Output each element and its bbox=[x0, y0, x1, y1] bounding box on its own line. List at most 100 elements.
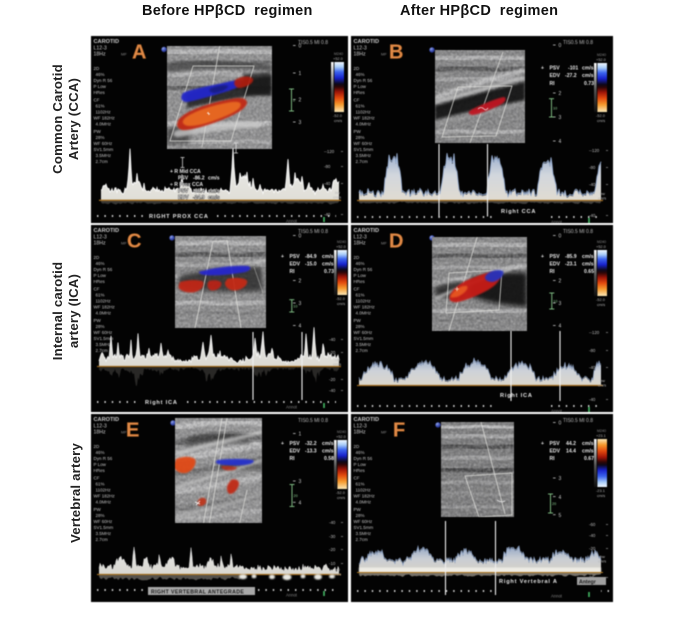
svg-text:-80: -80 bbox=[589, 348, 596, 353]
svg-text:3.5MHz: 3.5MHz bbox=[96, 342, 112, 347]
svg-text:4.0MHz: 4.0MHz bbox=[96, 311, 112, 316]
svg-text:-40: -40 bbox=[324, 181, 331, 186]
svg-text:20: 20 bbox=[294, 494, 298, 498]
svg-text:PSV: PSV bbox=[178, 189, 189, 195]
svg-text:MF: MF bbox=[121, 241, 127, 246]
svg-text:2D: 2D bbox=[94, 66, 101, 71]
svg-text:3: 3 bbox=[299, 301, 302, 307]
svg-text:WF 60Hz: WF 60Hz bbox=[354, 330, 374, 335]
svg-text:4.0MHz: 4.0MHz bbox=[356, 500, 372, 505]
svg-text:RI: RI bbox=[550, 269, 556, 275]
svg-text:28%: 28% bbox=[356, 135, 365, 140]
svg-text:WF 182Hz: WF 182Hz bbox=[94, 116, 116, 121]
svg-text:2: 2 bbox=[559, 279, 562, 285]
svg-text:+: + bbox=[541, 254, 544, 260]
svg-text:TIS0.5 MI 0.8: TIS0.5 MI 0.8 bbox=[563, 40, 593, 46]
svg-text:L12-3: L12-3 bbox=[94, 424, 107, 430]
svg-text:-52.0: -52.0 bbox=[596, 297, 606, 302]
svg-text:D: D bbox=[389, 231, 403, 253]
svg-text:RI: RI bbox=[290, 269, 296, 275]
svg-text:cm/s: cm/s bbox=[322, 262, 334, 268]
svg-text:cm/s: cm/s bbox=[333, 195, 341, 200]
svg-text:HRes: HRes bbox=[354, 468, 366, 473]
svg-text:M240: M240 bbox=[334, 52, 343, 56]
svg-text:WF 60Hz: WF 60Hz bbox=[94, 141, 114, 146]
svg-text:--120: --120 bbox=[589, 148, 600, 153]
svg-text:bw: bw bbox=[335, 567, 340, 572]
svg-text:EDV: EDV bbox=[290, 449, 301, 455]
svg-text:Annot: Annot bbox=[551, 220, 563, 224]
svg-text:PW: PW bbox=[94, 318, 102, 323]
svg-text:2.7cm: 2.7cm bbox=[356, 159, 369, 164]
svg-text:18Hz: 18Hz bbox=[354, 430, 367, 436]
svg-text:L12-3: L12-3 bbox=[94, 46, 107, 52]
svg-text:-40: -40 bbox=[589, 533, 596, 538]
svg-text:cm/s: cm/s bbox=[333, 362, 341, 367]
svg-text:18Hz: 18Hz bbox=[94, 241, 107, 247]
svg-text:18Hz: 18Hz bbox=[354, 241, 367, 247]
svg-text:61%: 61% bbox=[356, 482, 365, 487]
svg-text:PSV: PSV bbox=[290, 441, 301, 447]
svg-text:+: + bbox=[281, 441, 284, 447]
svg-text:-24.9: -24.9 bbox=[193, 195, 205, 201]
svg-text:B: B bbox=[389, 42, 403, 64]
svg-text:4: 4 bbox=[559, 495, 562, 501]
svg-text:HRes: HRes bbox=[94, 279, 106, 284]
svg-text:3: 3 bbox=[559, 115, 562, 121]
svg-text:RIGHT PROX CCA: RIGHT PROX CCA bbox=[149, 214, 209, 220]
svg-text:SV1.5mm: SV1.5mm bbox=[94, 147, 114, 152]
svg-text:-10: -10 bbox=[329, 561, 336, 566]
svg-text:Right ICA: Right ICA bbox=[500, 393, 533, 399]
svg-text:cm/s: cm/s bbox=[337, 495, 345, 500]
svg-text:CAROTID: CAROTID bbox=[354, 228, 379, 234]
svg-text:-52.0: -52.0 bbox=[336, 296, 346, 301]
svg-text:61%: 61% bbox=[96, 482, 105, 487]
svg-text:3.5MHz: 3.5MHz bbox=[356, 342, 372, 347]
svg-text:10: 10 bbox=[293, 304, 297, 308]
svg-text:cm/s: cm/s bbox=[208, 195, 220, 201]
svg-text:MF: MF bbox=[121, 430, 127, 435]
svg-text:2D: 2D bbox=[354, 255, 361, 260]
svg-text:MF: MF bbox=[381, 52, 387, 57]
svg-text:PSV: PSV bbox=[550, 254, 561, 260]
svg-text:cm/s: cm/s bbox=[598, 559, 606, 564]
svg-text:10: 10 bbox=[553, 106, 557, 110]
svg-text:M240: M240 bbox=[337, 240, 346, 244]
svg-text:1102Hz: 1102Hz bbox=[356, 110, 372, 115]
svg-text:3: 3 bbox=[559, 301, 562, 307]
svg-text:PW: PW bbox=[94, 129, 102, 134]
svg-text:-30: -30 bbox=[329, 534, 336, 539]
svg-text:Antegr: Antegr bbox=[579, 580, 596, 586]
svg-text:-40: -40 bbox=[589, 182, 596, 187]
svg-text:CF: CF bbox=[354, 98, 360, 103]
svg-text:Annot: Annot bbox=[551, 594, 563, 599]
svg-text:bw: bw bbox=[600, 378, 605, 383]
svg-text:Dyn R 56: Dyn R 56 bbox=[94, 456, 113, 461]
svg-text:WF 60Hz: WF 60Hz bbox=[94, 519, 114, 524]
svg-text:2: 2 bbox=[559, 91, 562, 97]
svg-text:EDV: EDV bbox=[550, 73, 561, 79]
svg-text:1102Hz: 1102Hz bbox=[96, 299, 112, 304]
svg-text:+52.0: +52.0 bbox=[333, 56, 344, 61]
svg-text:TIS0.5 MI 0.8: TIS0.5 MI 0.8 bbox=[563, 229, 593, 235]
svg-text:EDV: EDV bbox=[178, 195, 189, 201]
svg-text:2.7cm: 2.7cm bbox=[96, 348, 109, 353]
svg-text:-13.3: -13.3 bbox=[305, 449, 317, 455]
svg-text:2.7cm: 2.7cm bbox=[96, 159, 109, 164]
svg-text:HRes: HRes bbox=[354, 279, 366, 284]
svg-text:Right CCA: Right CCA bbox=[501, 209, 536, 215]
svg-text:P Low: P Low bbox=[354, 273, 367, 278]
svg-text:M240: M240 bbox=[597, 240, 606, 244]
svg-text:-52.0: -52.0 bbox=[336, 490, 346, 495]
svg-text:F: F bbox=[393, 420, 405, 442]
svg-text:cm/s: cm/s bbox=[322, 254, 334, 260]
svg-text:CAROTID: CAROTID bbox=[354, 39, 379, 45]
svg-text:4: 4 bbox=[299, 501, 302, 507]
svg-text:RIGHT VERTEBRAL ANTEGRADE: RIGHT VERTEBRAL ANTEGRADE bbox=[151, 590, 244, 596]
svg-text:0: 0 bbox=[559, 234, 562, 240]
svg-text:P Low: P Low bbox=[354, 84, 367, 89]
svg-text:cm/s: cm/s bbox=[598, 196, 606, 201]
svg-text:1102Hz: 1102Hz bbox=[96, 488, 112, 493]
svg-text:1102Hz: 1102Hz bbox=[356, 488, 372, 493]
svg-text:L12-3: L12-3 bbox=[354, 46, 367, 52]
